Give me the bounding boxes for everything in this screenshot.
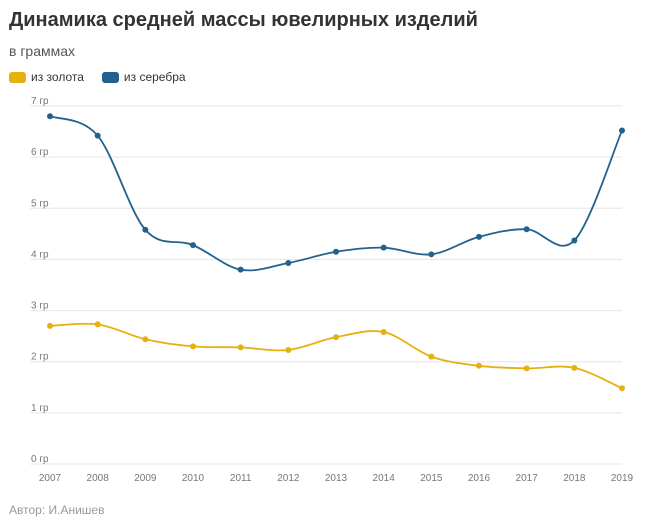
legend-swatch-silver xyxy=(101,71,119,83)
data-point-silver[interactable] xyxy=(333,248,339,255)
y-axis-ticks: 0 гр 1 гр 2 гр 3 гр 4 гр 5 гр 6 гр 7 гр xyxy=(31,96,49,465)
data-point-silver[interactable] xyxy=(380,244,387,251)
data-point-gold[interactable] xyxy=(333,334,339,341)
series-line-gold xyxy=(49,322,623,390)
legend-label-gold: из золота xyxy=(31,70,84,84)
line-chart: 0 гр1 гр2 гр3 гр4 гр5 гр6 гр7 гр 2007 200… xyxy=(30,96,634,484)
x-tick-label: 2007 xyxy=(39,473,62,484)
x-tick-label: 2009 xyxy=(134,473,157,484)
data-point-gold[interactable] xyxy=(142,336,149,343)
y-tick-label: 4 гр xyxy=(31,249,49,260)
x-axis-ticks: 2007 2008 2009 2010 2011 2012 2013 2014 2015 2016… xyxy=(39,473,634,484)
chart-subtitle: в граммах xyxy=(9,43,76,59)
x-tick-label: 2017 xyxy=(516,473,539,484)
x-tick-label: 2016 xyxy=(468,473,491,484)
x-tick-label: 2015 xyxy=(420,473,443,484)
data-point-silver[interactable] xyxy=(190,242,196,249)
y-tick-label: 2 гр xyxy=(31,352,49,363)
data-point-gold[interactable] xyxy=(619,385,625,392)
y-tick-label: 7 гр xyxy=(31,96,49,107)
data-point-silver[interactable] xyxy=(571,237,578,244)
y-tick-label: 5 гр xyxy=(31,198,49,209)
data-point-silver[interactable] xyxy=(237,266,244,273)
data-point-silver[interactable] xyxy=(142,226,149,233)
x-tick-label: 2010 xyxy=(182,473,205,484)
x-tick-label: 2018 xyxy=(563,473,586,484)
data-point-gold[interactable] xyxy=(476,362,482,369)
y-tick-label: 3 гр xyxy=(31,301,49,312)
y-tick-label: 1 гр xyxy=(31,403,49,414)
data-point-silver[interactable] xyxy=(476,233,482,240)
data-point-silver[interactable] xyxy=(523,226,530,233)
data-point-silver[interactable] xyxy=(285,260,292,267)
gridlines xyxy=(30,105,622,465)
data-point-silver[interactable] xyxy=(619,127,625,134)
data-point-silver[interactable] xyxy=(94,132,101,139)
x-tick-label: 2012 xyxy=(277,473,300,484)
data-point-gold[interactable] xyxy=(94,321,101,328)
data-point-silver[interactable] xyxy=(428,251,435,258)
legend-item-gold[interactable]: из золота xyxy=(9,70,84,84)
x-tick-label: 2019 xyxy=(611,473,634,484)
data-point-silver[interactable] xyxy=(47,113,53,120)
x-tick-label: 2011 xyxy=(230,473,252,484)
chart-title: Динамика средней массы ювелирных изделий xyxy=(9,9,478,31)
legend-label-silver: из серебра xyxy=(123,70,186,84)
series-points xyxy=(47,113,625,392)
data-point-gold[interactable] xyxy=(285,346,292,353)
data-point-gold[interactable] xyxy=(380,329,387,336)
legend: из золота из серебра xyxy=(9,70,204,84)
data-point-gold[interactable] xyxy=(237,344,244,351)
x-tick-label: 2013 xyxy=(325,473,348,484)
y-tick-label: 0 гр xyxy=(31,454,49,465)
source-credit: Автор: И.Анишев xyxy=(9,503,105,517)
data-point-gold[interactable] xyxy=(428,353,435,360)
data-point-gold[interactable] xyxy=(47,322,53,329)
series-line-silver xyxy=(49,115,623,272)
data-point-gold[interactable] xyxy=(523,365,530,372)
legend-swatch-gold xyxy=(9,71,26,83)
data-point-gold[interactable] xyxy=(571,364,578,371)
y-tick-label: 6 гр xyxy=(31,147,49,158)
data-point-gold[interactable] xyxy=(190,343,196,350)
x-tick-label: 2014 xyxy=(373,473,396,484)
legend-item-silver[interactable]: из серебра xyxy=(101,70,186,84)
x-tick-label: 2008 xyxy=(87,473,110,484)
